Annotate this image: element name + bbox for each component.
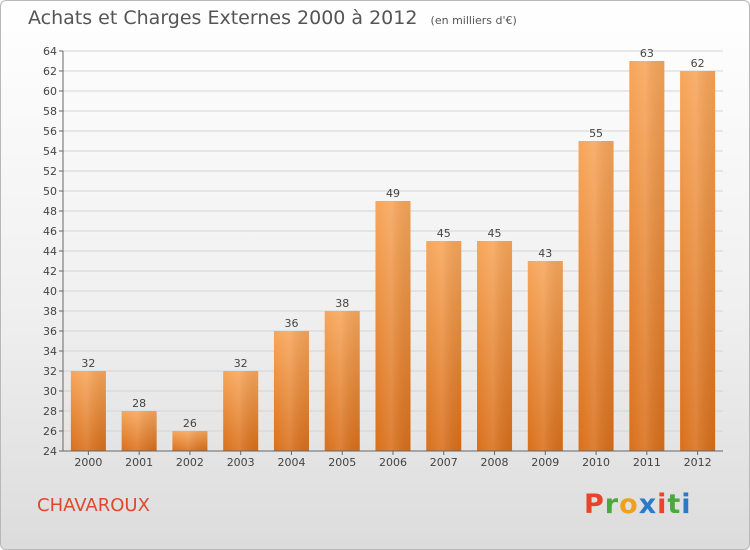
x-tick-label: 2006 (379, 456, 407, 469)
bar-shine (324, 311, 360, 451)
logo-letter: P (584, 489, 605, 520)
y-tick-label: 58 (43, 105, 57, 118)
logo-letter: x (638, 489, 658, 520)
bar-shine (70, 371, 106, 451)
y-tick-label: 32 (43, 365, 57, 378)
bar-value-label: 45 (488, 227, 502, 240)
x-tick-label: 2012 (684, 456, 712, 469)
x-tick-label: 2002 (176, 456, 204, 469)
bar-value-label: 32 (234, 357, 248, 370)
bars: 32 28 26 32 36 38 49 45 45 43 55 63 62 (70, 47, 716, 451)
bar-value-label: 28 (132, 397, 146, 410)
bar-value-label: 26 (183, 417, 197, 430)
bar-value-label: 45 (437, 227, 451, 240)
bar-shine (477, 241, 513, 451)
bar-shine (527, 261, 563, 451)
x-axis: 2000 2001 2002 2003 2004 2005 2006 2007 2008 2009… (63, 450, 723, 469)
y-axis: 24 26 28 30 32 34 36 38 40 42 44 46 48 50 52 54 56 58 60 62… (43, 45, 64, 458)
y-tick-label: 30 (43, 385, 57, 398)
bar-value-label: 55 (589, 127, 603, 140)
commune-name: CHAVAROUX (37, 495, 150, 516)
logo-letter: o (619, 489, 639, 520)
y-tick-label: 34 (43, 345, 57, 358)
x-tick-label: 2004 (277, 456, 305, 469)
x-tick-label: 2008 (481, 456, 509, 469)
bar-value-label: 43 (538, 247, 552, 260)
y-tick-label: 48 (43, 205, 57, 218)
y-tick-label: 64 (43, 45, 57, 58)
y-tick-label: 42 (43, 265, 57, 278)
chart-title: Achats et Charges Externes 2000 à 2012 (28, 7, 418, 29)
x-tick-label: 2007 (430, 456, 458, 469)
x-tick-label: 2005 (328, 456, 356, 469)
bar-shine (426, 241, 462, 451)
bar-value-label: 38 (335, 297, 349, 310)
y-tick-label: 62 (43, 65, 57, 78)
bar-shine (172, 431, 208, 451)
y-tick-label: 28 (43, 405, 57, 418)
y-tick-label: 56 (43, 125, 57, 138)
bar-shine (223, 371, 259, 451)
logo-letter: i (657, 489, 668, 520)
y-tick-label: 36 (43, 325, 57, 338)
bar-value-label: 49 (386, 187, 400, 200)
y-tick-label: 52 (43, 165, 57, 178)
x-tick-label: 2003 (227, 456, 255, 469)
logo-letter: r (604, 489, 620, 520)
y-tick-label: 54 (43, 145, 57, 158)
bar-shine (273, 331, 309, 451)
y-tick-label: 26 (43, 425, 57, 438)
bar-value-label: 36 (284, 317, 298, 330)
y-tick-label: 24 (43, 445, 57, 458)
x-tick-label: 2009 (531, 456, 559, 469)
bar-shine (121, 411, 157, 451)
y-tick-label: 38 (43, 305, 57, 318)
title-row: Achats et Charges Externes 2000 à 2012 (… (28, 7, 517, 29)
bar-value-label: 63 (640, 47, 654, 60)
x-tick-label: 2011 (633, 456, 661, 469)
x-tick-label: 2000 (74, 456, 102, 469)
bar-value-label: 32 (81, 357, 95, 370)
x-tick-label: 2001 (125, 456, 153, 469)
y-tick-label: 40 (43, 285, 57, 298)
bar-value-label: 62 (691, 57, 705, 70)
bar-shine (578, 141, 614, 451)
y-tick-label: 44 (43, 245, 57, 258)
x-tick-label: 2010 (582, 456, 610, 469)
proxiti-logo: Proxiti (584, 489, 692, 520)
y-tick-label: 46 (43, 225, 57, 238)
logo-letter: t (667, 489, 682, 520)
bar-shine (629, 61, 665, 451)
y-tick-label: 60 (43, 85, 57, 98)
logo-letter: i (681, 489, 692, 520)
chart-subtitle: (en milliers d'€) (430, 14, 517, 27)
y-tick-label: 50 (43, 185, 57, 198)
bar-shine (375, 201, 411, 451)
bar-shine (680, 71, 716, 451)
